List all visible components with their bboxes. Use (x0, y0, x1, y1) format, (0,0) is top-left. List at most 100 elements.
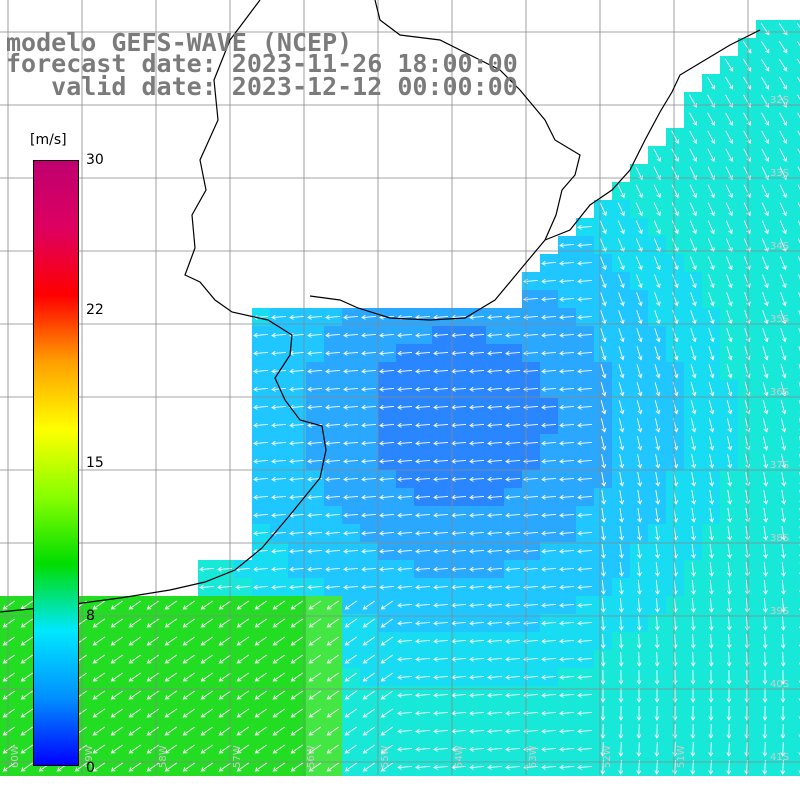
arrow-icon (636, 597, 642, 613)
arrow-icon (541, 746, 557, 752)
arrow-icon (290, 744, 303, 754)
arrow-icon (2, 672, 15, 682)
arrow-icon (744, 328, 751, 343)
arrow-icon (343, 404, 359, 410)
arrow-icon (397, 494, 413, 500)
arrow-icon (110, 762, 123, 772)
arrow-icon (726, 400, 733, 415)
arrow-icon (541, 512, 557, 518)
arrow-icon (744, 651, 750, 667)
arrow-icon (559, 728, 575, 734)
arrow-icon (164, 654, 177, 664)
arrow-icon (128, 600, 141, 610)
arrow-icon (600, 597, 606, 613)
arrow-icon (707, 130, 715, 144)
arrow-icon (762, 579, 768, 595)
arrow-icon (780, 579, 786, 595)
arrow-icon (200, 762, 213, 772)
arrow-icon (469, 494, 485, 500)
arrow-icon (505, 584, 521, 590)
arrow-icon (691, 490, 697, 505)
arrow-icon (708, 328, 715, 343)
arrow-icon (308, 600, 321, 610)
arrow-icon (762, 741, 768, 757)
arrow-icon (691, 454, 697, 469)
arrow-icon (781, 544, 786, 559)
arrow-icon (709, 490, 715, 505)
arrow-icon (796, 58, 800, 65)
arrow-icon (487, 458, 503, 464)
arrow-icon (744, 292, 751, 307)
arrow-icon (379, 350, 395, 356)
arrow-icon (618, 579, 624, 595)
arrow-icon (307, 530, 323, 536)
arrow-icon (655, 490, 661, 505)
arrow-icon (362, 600, 375, 610)
latitude-label: 41S (770, 752, 789, 763)
arrow-icon (559, 566, 575, 572)
arrow-icon (433, 332, 449, 338)
arrow-icon (146, 618, 159, 628)
arrow-icon (635, 256, 643, 271)
arrow-icon (726, 741, 732, 757)
arrow-icon (182, 636, 195, 646)
arrow-icon (559, 638, 575, 644)
arrow-icon (727, 454, 733, 469)
arrow-icon (397, 638, 413, 644)
arrow-icon (469, 422, 485, 428)
longitude-label: 53W (528, 745, 539, 768)
latitude-label: 39S (770, 606, 789, 617)
arrow-icon (727, 561, 732, 577)
arrow-icon (780, 328, 787, 343)
arrow-icon (726, 688, 732, 703)
arrow-icon (2, 708, 15, 718)
arrow-icon (487, 656, 503, 662)
arrow-icon (218, 708, 231, 718)
arrow-icon (619, 526, 625, 541)
arrow-icon (761, 184, 769, 199)
arrow-icon (290, 690, 303, 700)
arrow-icon (433, 746, 449, 752)
arrow-icon (200, 672, 213, 682)
coastline (0, 0, 761, 613)
arrow-icon (577, 404, 593, 410)
arrow-icon (397, 440, 413, 446)
arrow-icon (726, 328, 733, 343)
arrow-icon (559, 422, 575, 428)
arrow-icon (577, 728, 593, 734)
arrow-icon (762, 669, 768, 685)
arrow-icon (289, 548, 305, 554)
wind-cell (792, 596, 800, 614)
arrow-icon (709, 454, 715, 469)
arrow-icon (433, 674, 449, 680)
arrow-icon (577, 458, 593, 464)
arrow-icon (744, 688, 750, 703)
arrow-icon (636, 292, 643, 307)
arrow-icon (780, 436, 787, 451)
arrow-icon (344, 708, 357, 718)
arrow-icon (577, 314, 593, 320)
arrow-icon (271, 494, 287, 500)
arrow-icon (780, 382, 787, 397)
arrow-icon (128, 672, 141, 682)
arrow-icon (397, 620, 413, 626)
arrow-icon (577, 530, 593, 536)
arrow-icon (433, 422, 449, 428)
latitude-label: 32S (770, 95, 789, 106)
arrow-icon (762, 436, 769, 451)
arrow-icon (761, 256, 769, 271)
arrow-icon (689, 256, 697, 271)
arrow-icon (380, 618, 393, 628)
arrow-icon (505, 620, 521, 626)
arrow-icon (362, 744, 375, 754)
arrow-icon (379, 584, 395, 590)
arrow-icon (689, 130, 697, 144)
arrow-icon (541, 458, 557, 464)
arrow-icon (636, 328, 643, 343)
arrow-icon (272, 672, 285, 682)
arrow-icon (272, 708, 285, 718)
arrow-icon (397, 458, 413, 464)
arrow-icon (289, 530, 305, 536)
arrow-icon (433, 440, 449, 446)
colorbar-tick-22: 22 (86, 302, 104, 318)
